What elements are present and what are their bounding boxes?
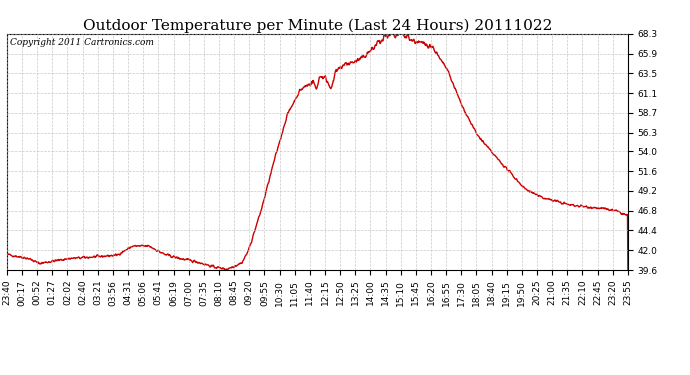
- Text: Copyright 2011 Cartronics.com: Copyright 2011 Cartronics.com: [10, 39, 154, 48]
- Title: Outdoor Temperature per Minute (Last 24 Hours) 20111022: Outdoor Temperature per Minute (Last 24 …: [83, 18, 552, 33]
